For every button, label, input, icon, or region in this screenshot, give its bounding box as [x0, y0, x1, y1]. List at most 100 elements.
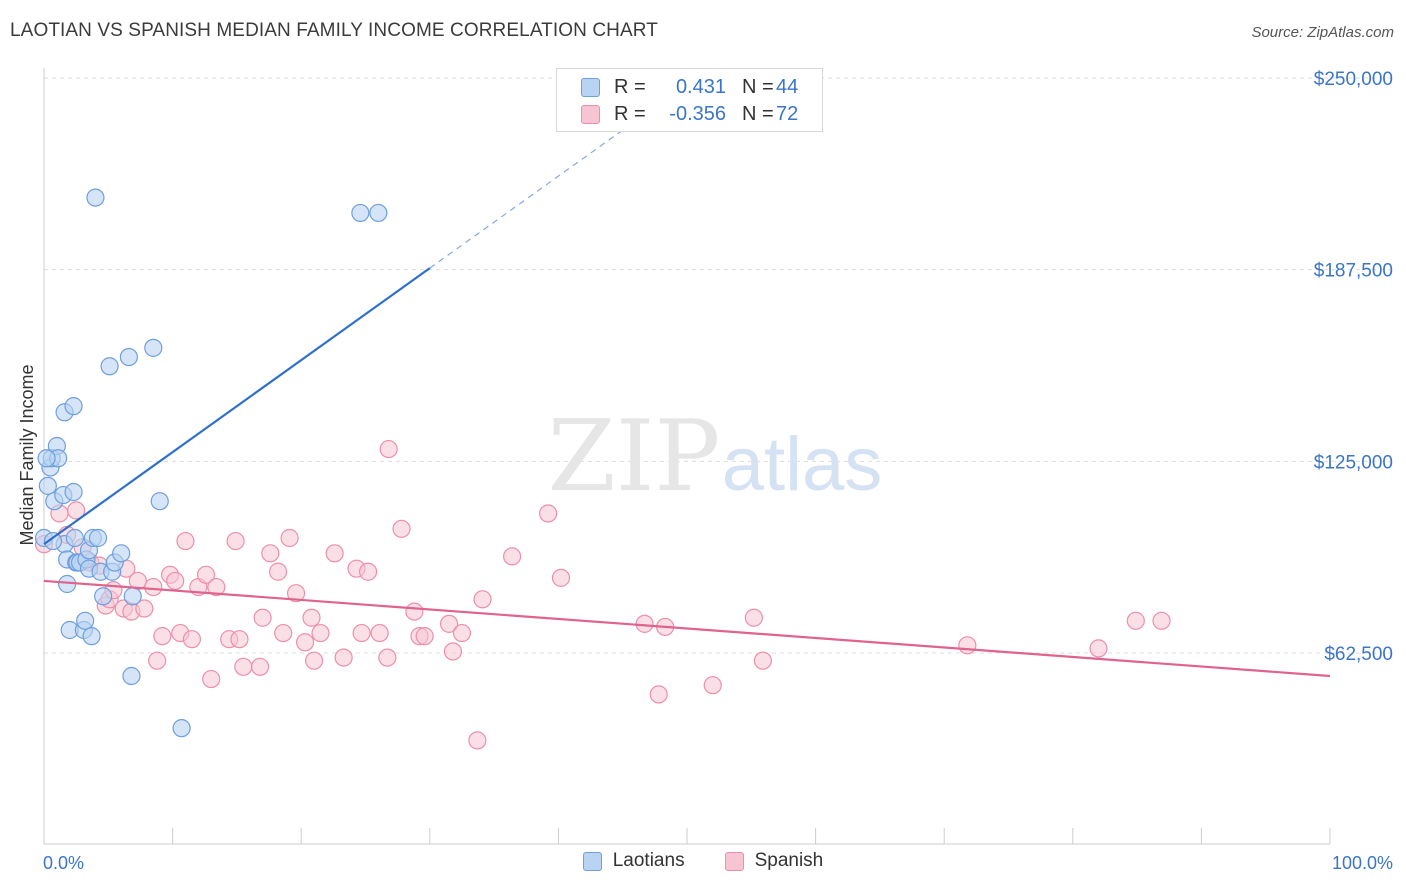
laotians-legend-swatch	[582, 851, 602, 871]
laotians-point	[37, 449, 56, 468]
spanish-point	[370, 623, 389, 643]
spanish-point	[226, 531, 245, 551]
spanish-point	[286, 584, 306, 603]
spanish-point	[153, 627, 172, 646]
laotians-point	[88, 528, 108, 548]
spanish-point	[304, 651, 324, 670]
spanish-point	[415, 627, 434, 646]
spanish-point	[196, 565, 216, 584]
spanish-point	[268, 562, 288, 581]
y-tick-label: $187,500	[1314, 261, 1393, 282]
r-value: 0.431	[675, 75, 726, 98]
laotians-point	[369, 203, 388, 223]
y-tick-label: $62,500	[1324, 644, 1393, 665]
spanish-point	[144, 577, 163, 597]
watermark: ZIP atlas	[548, 400, 883, 514]
spanish-point	[649, 685, 668, 704]
laotians-trend-extension	[429, 102, 662, 269]
y-tick-label: $250,000	[1314, 69, 1393, 90]
spanish-points	[34, 439, 1171, 750]
series-legend: Laotians Spanish	[0, 850, 1406, 872]
spanish-point	[392, 519, 411, 538]
spanish-point	[703, 676, 722, 695]
laotians-point	[150, 492, 169, 511]
spanish-point	[503, 547, 522, 566]
spanish-point	[325, 544, 344, 563]
spanish-point	[207, 577, 226, 597]
spanish-point	[744, 608, 763, 627]
spanish-point	[468, 731, 487, 750]
spanish-point	[234, 657, 253, 676]
x-tick-label: 100.0%	[1332, 853, 1393, 873]
x-tick-label: 0.0%	[43, 853, 84, 873]
spanish-point	[148, 651, 167, 670]
spanish-point	[230, 630, 249, 649]
laotians-point	[144, 338, 163, 357]
spanish-point	[551, 568, 571, 587]
spanish-point	[253, 608, 272, 627]
spanish-point	[280, 528, 299, 548]
laotians-point	[65, 528, 84, 548]
laotians-point	[94, 587, 113, 606]
laotians-trend-line	[43, 267, 431, 546]
laotians-point	[119, 347, 138, 367]
spanish-legend-label: Spanish	[754, 850, 824, 871]
laotians-point	[38, 476, 57, 495]
legend-item-spanish[interactable]: Spanish	[724, 850, 824, 872]
spanish-swatch	[581, 104, 600, 124]
spanish-point	[295, 633, 315, 652]
grid-layer	[44, 77, 1392, 654]
spanish-point	[274, 623, 293, 643]
legend-row-spanish: R = -0.356 N = 72	[581, 101, 816, 127]
laotians-point	[43, 531, 63, 551]
spanish-point	[182, 630, 201, 649]
r-label: R =	[614, 75, 646, 98]
spanish-point	[302, 608, 321, 627]
spanish-point	[311, 623, 330, 643]
watermark-atlas: atlas	[722, 422, 883, 507]
laotians-points	[34, 188, 388, 738]
spanish-point	[439, 614, 459, 633]
spanish-point	[1126, 611, 1145, 630]
laotians-point	[123, 587, 142, 606]
spanish-point	[176, 531, 195, 551]
watermark-zip: ZIP	[548, 400, 721, 514]
legend-item-laotians[interactable]: Laotians	[582, 850, 685, 872]
spanish-point	[473, 590, 492, 609]
r-label: R =	[614, 102, 646, 125]
spanish-point	[202, 669, 221, 689]
spanish-legend-swatch	[724, 851, 744, 871]
laotians-swatch	[581, 77, 600, 97]
laotians-point	[76, 611, 95, 630]
laotians-point	[64, 482, 83, 502]
n-value: 72	[776, 102, 799, 125]
laotians-legend-label: Laotians	[612, 850, 685, 871]
y-tick-label: $125,000	[1314, 452, 1393, 473]
laotians-point	[112, 544, 131, 563]
n-label: N =	[742, 102, 774, 125]
spanish-point	[452, 623, 472, 643]
laotians-point	[64, 397, 83, 416]
spanish-point	[261, 544, 280, 563]
spanish-point	[135, 599, 154, 618]
laotians-point	[86, 188, 105, 207]
spanish-point	[358, 562, 378, 581]
chart-title: LAOTIAN VS SPANISH MEDIAN FAMILY INCOME …	[10, 20, 658, 41]
spanish-point	[250, 657, 270, 676]
n-value: 44	[776, 75, 799, 98]
spanish-point	[1152, 611, 1171, 630]
spanish-point	[405, 602, 424, 621]
laotians-point	[122, 666, 141, 686]
n-label: N =	[742, 75, 774, 98]
laotians-point	[82, 627, 101, 646]
spanish-point	[443, 642, 463, 661]
spanish-point	[958, 636, 977, 655]
legend-row-laotians: R = 0.431 N = 44	[581, 74, 816, 100]
trend-lines	[43, 102, 1331, 678]
laotians-point	[172, 719, 191, 738]
laotians-point	[351, 203, 370, 223]
y-axis-label: Median Family Income	[17, 364, 37, 545]
correlation-legend: R = 0.431 N = 44 R = -0.356 N = 72	[556, 68, 823, 132]
spanish-point	[378, 648, 397, 667]
spanish-point	[352, 623, 371, 643]
